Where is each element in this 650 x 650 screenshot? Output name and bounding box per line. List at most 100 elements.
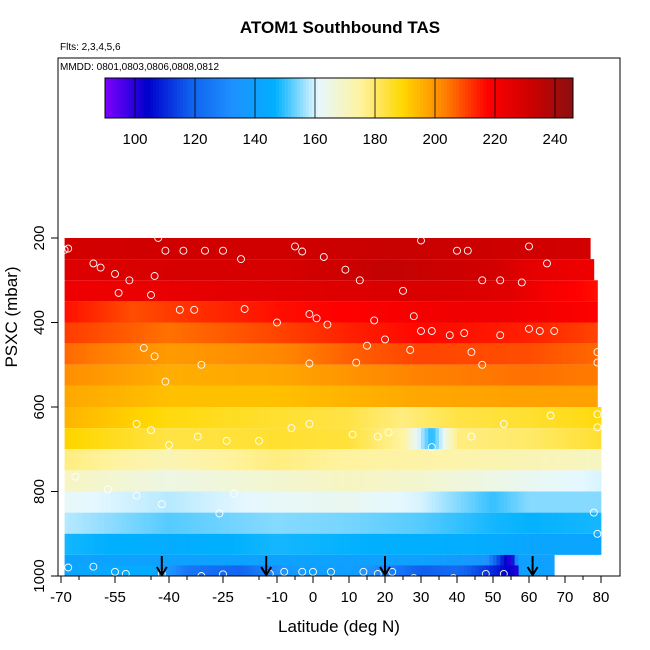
heat-cell bbox=[111, 449, 116, 471]
colorbar-segment bbox=[291, 78, 295, 118]
heat-cell bbox=[547, 364, 551, 386]
colorbar-segment bbox=[546, 78, 550, 118]
heat-cell bbox=[107, 533, 112, 555]
heat-cell bbox=[226, 449, 231, 471]
heat-cell bbox=[284, 343, 289, 365]
heat-cell bbox=[86, 407, 91, 429]
heat-cell bbox=[169, 407, 173, 429]
heat-cell bbox=[161, 533, 166, 555]
heat-cell bbox=[349, 533, 353, 555]
heat-cell bbox=[493, 343, 497, 365]
heat-cell bbox=[233, 364, 238, 386]
heat-cell bbox=[593, 470, 598, 492]
heat-cell bbox=[565, 364, 569, 386]
colorbar-segment bbox=[522, 78, 526, 118]
heat-cell bbox=[136, 533, 141, 555]
heat-cell bbox=[309, 428, 314, 450]
heat-cell bbox=[467, 385, 472, 408]
heat-cell bbox=[169, 343, 173, 365]
heat-cell bbox=[539, 259, 544, 281]
heat-cell bbox=[381, 470, 386, 492]
heat-cell bbox=[248, 407, 253, 429]
heat-cell bbox=[147, 364, 152, 386]
heat-cell bbox=[388, 491, 393, 513]
heat-cell bbox=[521, 428, 526, 450]
colorbar-segment bbox=[486, 78, 490, 118]
heat-cell bbox=[125, 470, 130, 492]
heat-cell bbox=[554, 470, 559, 492]
heat-cell bbox=[183, 322, 188, 344]
colorbar-segment bbox=[105, 78, 109, 118]
heat-cell bbox=[446, 322, 451, 344]
colorbar-segment bbox=[336, 78, 340, 118]
heat-cell bbox=[241, 533, 245, 555]
heat-cell bbox=[226, 259, 231, 281]
heat-cell bbox=[341, 449, 346, 471]
heat-cell bbox=[421, 385, 425, 408]
heat-cell bbox=[435, 428, 440, 450]
heat-cell bbox=[359, 343, 364, 365]
heat-cell bbox=[464, 407, 469, 429]
heat-cell bbox=[179, 449, 184, 471]
heat-cell bbox=[493, 238, 497, 260]
heat-cell bbox=[212, 238, 217, 260]
heat-cell bbox=[302, 343, 307, 365]
heat-cell bbox=[295, 533, 299, 555]
heat-cell bbox=[93, 407, 98, 429]
heat-cell bbox=[421, 533, 425, 555]
heat-cell bbox=[183, 280, 188, 302]
heat-cell bbox=[338, 565, 343, 576]
heat-cell bbox=[89, 364, 94, 386]
heat-cell bbox=[489, 238, 494, 260]
heat-cell bbox=[122, 364, 127, 386]
heat-cell bbox=[359, 364, 364, 386]
heat-cell bbox=[334, 280, 339, 302]
colorbar-segment bbox=[204, 78, 208, 118]
heat-cell bbox=[269, 343, 274, 365]
heat-cell bbox=[385, 301, 389, 323]
heat-cell bbox=[410, 280, 415, 302]
heat-cell bbox=[345, 470, 350, 492]
heat-cell bbox=[536, 301, 541, 323]
heat-cell bbox=[212, 322, 217, 344]
heat-cell bbox=[352, 565, 357, 576]
heat-cell bbox=[345, 533, 350, 555]
heat-cell bbox=[302, 301, 307, 323]
heat-cell bbox=[406, 301, 411, 323]
heat-cell bbox=[359, 512, 364, 534]
heat-cell bbox=[226, 385, 231, 408]
heat-cell bbox=[208, 364, 213, 386]
heat-cell bbox=[464, 238, 469, 260]
heat-cell bbox=[129, 322, 134, 344]
heat-cell bbox=[305, 301, 310, 323]
heat-cell bbox=[197, 322, 202, 344]
heat-cell bbox=[205, 470, 209, 492]
heat-cell bbox=[255, 491, 260, 513]
observation-marker bbox=[161, 377, 170, 386]
heat-cell bbox=[565, 385, 569, 408]
heat-cell bbox=[97, 491, 101, 513]
heat-cell bbox=[82, 470, 87, 492]
heat-cell bbox=[356, 407, 361, 429]
heat-cell bbox=[331, 428, 335, 450]
heat-cell bbox=[431, 364, 436, 386]
heat-cell bbox=[575, 301, 580, 323]
heat-cell bbox=[320, 428, 325, 450]
observation-marker bbox=[388, 567, 397, 576]
heat-cell bbox=[338, 301, 343, 323]
heat-cell bbox=[403, 407, 407, 429]
colorbar-segment bbox=[537, 78, 541, 118]
heat-cell bbox=[565, 512, 569, 534]
heat-cell bbox=[197, 385, 202, 408]
heat-cell bbox=[295, 491, 299, 513]
heat-cell bbox=[187, 470, 191, 492]
colorbar-segment bbox=[339, 78, 343, 118]
heat-cell bbox=[104, 565, 109, 576]
heat-cell bbox=[93, 470, 98, 492]
heat-cell bbox=[467, 449, 472, 471]
heat-cell bbox=[273, 385, 278, 408]
heat-cell bbox=[169, 512, 173, 534]
heat-cell bbox=[349, 428, 353, 450]
heat-cell bbox=[529, 449, 533, 471]
observation-marker bbox=[222, 436, 231, 445]
